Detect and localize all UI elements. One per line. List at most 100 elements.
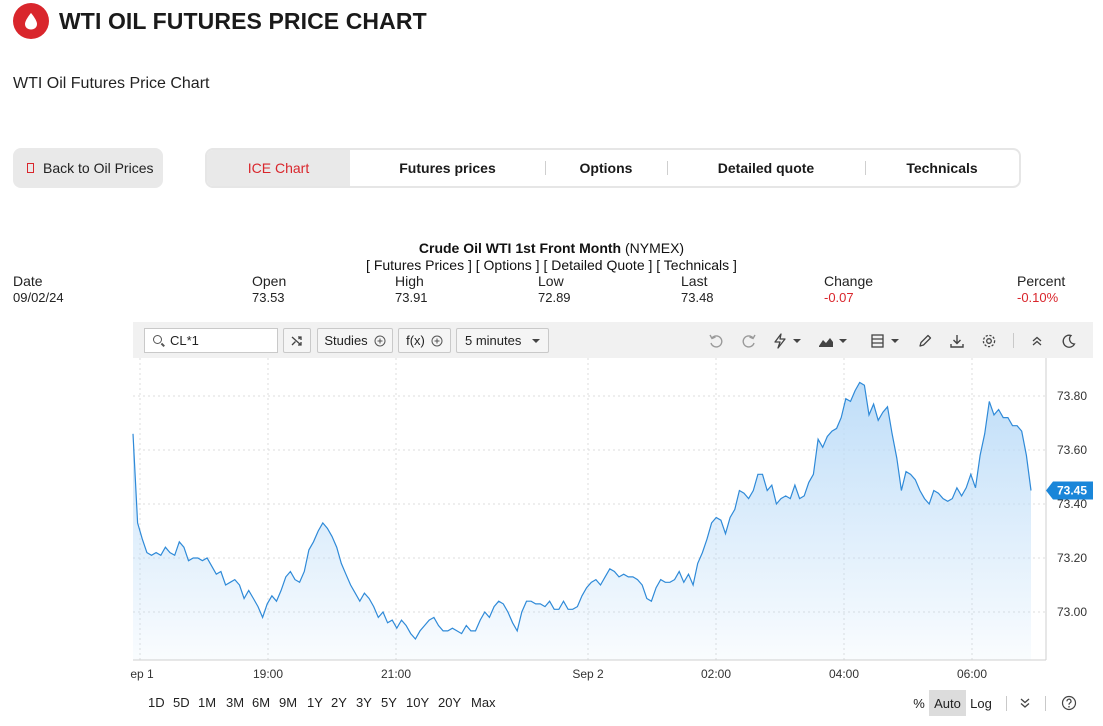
last-price-badge: 73.45: [1046, 481, 1093, 500]
range-divider: [1006, 696, 1007, 711]
settings-icon[interactable]: [979, 331, 999, 351]
dark-mode-icon[interactable]: [1059, 331, 1079, 351]
events-icon[interactable]: [771, 331, 805, 351]
help-icon[interactable]: [1058, 690, 1080, 716]
range-max-button[interactable]: Max: [471, 695, 496, 710]
tab-bar: ICE Chart Futures prices Options Detaile…: [205, 148, 1021, 188]
range-2y-button[interactable]: 2Y: [331, 695, 347, 710]
tab-ice-chart[interactable]: ICE Chart: [207, 150, 350, 186]
function-button[interactable]: f(x): [398, 328, 451, 353]
percent-scale-toggle[interactable]: %: [913, 695, 925, 711]
interval-select[interactable]: 5 minutes: [456, 328, 549, 353]
last-value: 73.48: [681, 290, 714, 305]
range-5d-button[interactable]: 5D: [173, 695, 190, 710]
last-price-label: 73.45: [1057, 484, 1087, 498]
x-tick-label: ep 1: [130, 667, 154, 681]
layout-icon[interactable]: [869, 331, 903, 351]
tab-futures-prices[interactable]: Futures prices: [350, 150, 545, 186]
download-icon[interactable]: [947, 331, 967, 351]
range-divider: [1045, 696, 1046, 711]
expand-icon[interactable]: [1015, 690, 1035, 716]
range-20y-button[interactable]: 20Y: [438, 695, 462, 710]
page-subtitle: WTI Oil Futures Price Chart: [13, 75, 210, 92]
y-tick-label: 73.20: [1057, 551, 1087, 565]
range-1y-button[interactable]: 1Y: [307, 695, 323, 710]
tab-label: Technicals: [906, 160, 978, 176]
last-price-marker: [1046, 481, 1093, 500]
tab-technicals[interactable]: Technicals: [865, 150, 1019, 186]
tab-label: Detailed quote: [717, 160, 815, 176]
symbol-value: CL*1: [170, 333, 199, 348]
redo-icon[interactable]: [739, 331, 759, 351]
tab-label: Futures prices: [399, 160, 496, 176]
range-5y-button[interactable]: 5Y: [381, 695, 397, 710]
range-1m-button[interactable]: 1M: [198, 695, 217, 710]
high-value: 73.91: [395, 290, 428, 305]
exchange-name: (NYMEX): [624, 240, 685, 256]
low-label: Low: [538, 273, 564, 289]
page-title: WTI OIL FUTURES PRICE CHART: [59, 8, 427, 34]
studies-label: Studies: [324, 333, 368, 348]
shuffle-icon: [291, 335, 302, 346]
x-tick-label: Sep 2: [572, 667, 604, 681]
date-value: 09/02/24: [13, 290, 64, 305]
collapse-icon[interactable]: [1027, 331, 1047, 351]
oil-drop-icon: [25, 13, 37, 30]
y-tick-label: 73.60: [1057, 443, 1087, 457]
change-label: Change: [824, 273, 874, 289]
x-tick-label: 21:00: [381, 667, 411, 681]
tab-divider: [545, 161, 546, 175]
back-icon: [27, 163, 34, 173]
undo-icon[interactable]: [706, 331, 726, 351]
range-6m-button[interactable]: 6M: [252, 695, 271, 710]
change-value: -0.07: [824, 290, 854, 305]
search-icon: [153, 335, 162, 344]
back-button-label: Back to Oil Prices: [43, 160, 154, 176]
tab-label: ICE Chart: [247, 160, 310, 176]
brand-logo: [13, 3, 49, 39]
tab-divider: [865, 161, 866, 175]
studies-button[interactable]: Studies: [317, 328, 393, 353]
last-label: Last: [681, 273, 708, 289]
range-1d-button[interactable]: 1D: [148, 695, 165, 710]
range-9m-button[interactable]: 9M: [279, 695, 298, 710]
plus-circle-icon: [374, 335, 386, 346]
range-3m-button[interactable]: 3M: [226, 695, 245, 710]
toolbar-divider: [1013, 333, 1014, 348]
x-tick-label: 02:00: [701, 667, 731, 681]
tab-detailed-quote[interactable]: Detailed quote: [667, 150, 865, 186]
price-area-fill: [133, 382, 1031, 660]
price-series-line: [132, 381, 1032, 641]
back-to-oil-prices-button[interactable]: Back to Oil Prices: [13, 148, 163, 188]
plus-circle-icon: [431, 335, 443, 346]
percent-value: -0.10%: [1017, 290, 1059, 305]
date-label: Date: [13, 273, 43, 289]
auto-scale-toggle[interactable]: Auto: [929, 690, 966, 716]
range-bar: 1D 5D 1M 3M 6M 9M 1Y 2Y 3Y 5Y 10Y 20Y Max % Auto Log: [133, 690, 1093, 718]
symbol-search-input[interactable]: CL*1: [144, 328, 278, 353]
quote-links[interactable]: [ Futures Prices ] [ Options ] [ Detaile…: [366, 257, 737, 273]
open-label: Open: [252, 273, 287, 289]
compare-button[interactable]: [283, 328, 311, 353]
y-tick-label: 73.00: [1057, 605, 1087, 619]
tab-options[interactable]: Options: [545, 150, 667, 186]
chart-type-icon[interactable]: [817, 331, 851, 351]
percent-label: Percent: [1017, 273, 1066, 289]
x-tick-label: 19:00: [253, 667, 283, 681]
y-tick-label: 73.80: [1057, 389, 1087, 403]
range-3y-button[interactable]: 3Y: [356, 695, 372, 710]
range-10y-button[interactable]: 10Y: [406, 695, 430, 710]
log-scale-toggle[interactable]: Log: [970, 695, 992, 711]
open-value: 73.53: [252, 290, 285, 305]
instrument-heading: Crude Oil WTI 1st Front Month (NYMEX): [0, 240, 1103, 256]
tab-divider: [667, 161, 668, 175]
chevron-down-icon: [532, 338, 541, 343]
x-tick-label: 06:00: [957, 667, 987, 681]
tab-label: Options: [579, 160, 633, 176]
draw-icon[interactable]: [915, 331, 935, 351]
high-label: High: [395, 273, 424, 289]
low-value: 72.89: [538, 290, 571, 305]
instrument-name: Crude Oil WTI 1st Front Month: [418, 240, 622, 256]
function-label: f(x): [406, 333, 425, 348]
